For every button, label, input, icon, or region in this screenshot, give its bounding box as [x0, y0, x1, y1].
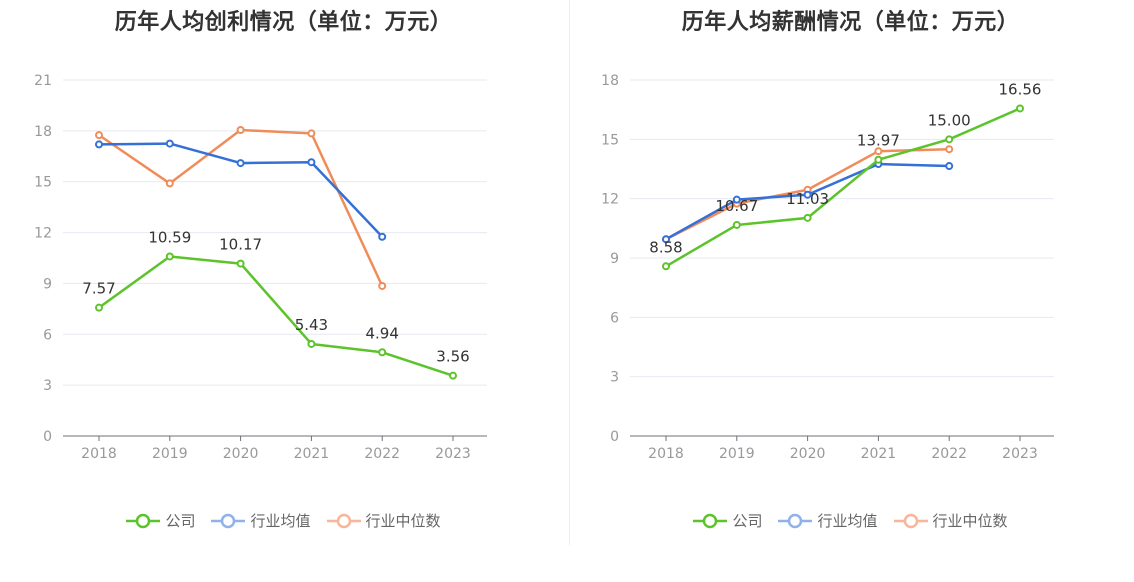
y-tick-label-15: 15 — [34, 175, 52, 191]
legend-label-industry-median: 行业中位数 — [365, 512, 441, 530]
data-label-company-2021: 5.43 — [295, 316, 328, 334]
legend-marker-company-icon — [126, 513, 161, 528]
data-label-company-2021: 13.97 — [857, 132, 900, 150]
data-label-company-2020: 10.17 — [219, 236, 262, 254]
legend-item-industry-mean[interactable]: 行业均值 — [211, 510, 311, 531]
x-tick-label-2020: 2020 — [790, 446, 826, 462]
legend-salary: 公司 行业均值 行业中位数 — [567, 510, 1134, 531]
data-point-industry-mean-2022 — [945, 162, 954, 171]
x-tick-label-2019: 2019 — [719, 446, 755, 462]
x-tick-label-2018: 2018 — [648, 446, 684, 462]
y-tick-label-0: 0 — [610, 429, 619, 445]
profit-line-chart: 0 3 6 9 12 15 18 21 2018 2019 2020 2021 2022 2023 7.57… — [34, 73, 487, 462]
x-tick-label-2023: 2023 — [1002, 446, 1038, 462]
data-point-industry-median-2020 — [236, 126, 245, 135]
legend-item-company[interactable]: 公司 — [126, 510, 195, 531]
data-point-industry-mean-2022 — [378, 232, 387, 241]
data-point-company-2020 — [803, 213, 812, 222]
data-label-company-2018: 7.57 — [82, 280, 115, 298]
y-tick-label-18: 18 — [34, 124, 52, 140]
legend-marker-industry-median-icon — [893, 513, 928, 528]
data-point-industry-mean-2018 — [95, 140, 103, 149]
y-tick-label-9: 9 — [43, 276, 52, 292]
data-label-company-2022: 15.00 — [928, 111, 971, 129]
profit-chart-panel: 历年人均创利情况（单位：万元） 0 3 6 9 12 15 18 21 2018 2019 2020… — [0, 10, 567, 531]
legend-item-industry-median[interactable]: 行业中位数 — [326, 510, 441, 531]
y-tick-label-6: 6 — [610, 310, 619, 326]
data-point-industry-median-2021 — [307, 129, 316, 138]
data-point-company-2023 — [449, 371, 457, 380]
data-point-company-2022 — [945, 135, 954, 144]
legend-label-industry-median: 行业中位数 — [932, 512, 1008, 530]
legend-marker-company-icon — [693, 513, 728, 528]
data-point-company-2021 — [874, 155, 883, 164]
x-tick-label-2023: 2023 — [435, 446, 471, 462]
x-tick-label-2019: 2019 — [152, 446, 188, 462]
y-tick-label-12: 12 — [601, 192, 619, 208]
data-point-industry-median-2022 — [945, 145, 954, 154]
data-point-industry-mean-2021 — [307, 158, 316, 167]
data-point-company-2018 — [662, 262, 670, 271]
x-tick-label-2021: 2021 — [294, 446, 330, 462]
series-line-industry-mean — [98, 142, 384, 238]
y-tick-label-9: 9 — [610, 251, 619, 267]
chart-title-salary: 历年人均薪酬情况（单位：万元） — [681, 10, 1020, 35]
chart-title-profit: 历年人均创利情况（单位：万元） — [114, 10, 453, 35]
data-point-company-2023 — [1016, 104, 1024, 113]
data-point-industry-mean-2018 — [662, 235, 670, 244]
data-point-industry-median-2019 — [165, 179, 174, 188]
panel-divider — [569, 0, 570, 545]
data-point-industry-median-2018 — [95, 131, 103, 140]
y-tick-label-0: 0 — [43, 429, 52, 445]
data-point-industry-mean-2019 — [732, 195, 741, 204]
salary-chart-panel: 历年人均薪酬情况（单位：万元） 0 3 6 9 12 15 18 2018 2019 2020 20… — [567, 0, 1134, 582]
legend-marker-industry-mean-icon — [778, 513, 813, 528]
x-tick-label-2021: 2021 — [861, 446, 897, 462]
legend-item-company[interactable]: 公司 — [693, 510, 762, 531]
series-line-company — [98, 255, 454, 377]
data-point-industry-mean-2019 — [165, 139, 174, 148]
data-label-company-2023: 16.56 — [999, 80, 1042, 98]
legend-label-company: 公司 — [732, 512, 763, 530]
data-label-company-2022: 4.94 — [365, 324, 398, 342]
legend-item-industry-median[interactable]: 行业中位数 — [893, 510, 1008, 531]
legend-label-industry-mean: 行业均值 — [250, 512, 311, 530]
x-tick-label-2022: 2022 — [931, 446, 967, 462]
legend-marker-industry-mean-icon — [211, 513, 246, 528]
y-tick-label-18: 18 — [601, 73, 619, 89]
legend-item-industry-mean[interactable]: 行业均值 — [778, 510, 878, 531]
legend-marker-industry-median-icon — [326, 513, 361, 528]
x-tick-label-2022: 2022 — [364, 446, 400, 462]
data-label-company-2023: 3.56 — [436, 348, 469, 366]
data-label-company-2019: 10.59 — [148, 228, 191, 246]
data-point-industry-median-2022 — [378, 281, 387, 290]
data-label-company-2019: 10.67 — [715, 197, 758, 215]
legend-profit: 公司 行业均值 行业中位数 — [0, 510, 567, 531]
data-point-company-2018 — [95, 303, 103, 312]
y-tick-label-21: 21 — [34, 73, 52, 89]
x-tick-label-2020: 2020 — [223, 446, 259, 462]
series-line-company — [665, 107, 1021, 268]
data-point-industry-mean-2020 — [803, 190, 812, 199]
data-point-company-2019 — [732, 220, 741, 229]
y-tick-label-3: 3 — [610, 370, 619, 386]
data-label-company-2020: 11.03 — [786, 190, 829, 208]
data-point-company-2020 — [236, 259, 245, 268]
y-tick-label-15: 15 — [601, 132, 619, 148]
data-point-company-2019 — [165, 252, 174, 261]
salary-line-chart: 0 3 6 9 12 15 18 2018 2019 2020 2021 2022 2023 8.58 10… — [601, 73, 1054, 462]
legend-label-company: 公司 — [165, 512, 196, 530]
legend-label-industry-mean: 行业均值 — [817, 512, 878, 530]
y-tick-label-12: 12 — [34, 226, 52, 242]
x-tick-label-2018: 2018 — [81, 446, 117, 462]
y-tick-label-3: 3 — [43, 378, 52, 394]
data-point-company-2021 — [307, 339, 316, 348]
data-point-company-2022 — [378, 348, 387, 357]
data-point-industry-mean-2020 — [236, 159, 245, 168]
y-tick-label-6: 6 — [43, 327, 52, 343]
data-label-company-2018: 8.58 — [649, 238, 682, 256]
data-point-industry-median-2021 — [874, 147, 883, 156]
